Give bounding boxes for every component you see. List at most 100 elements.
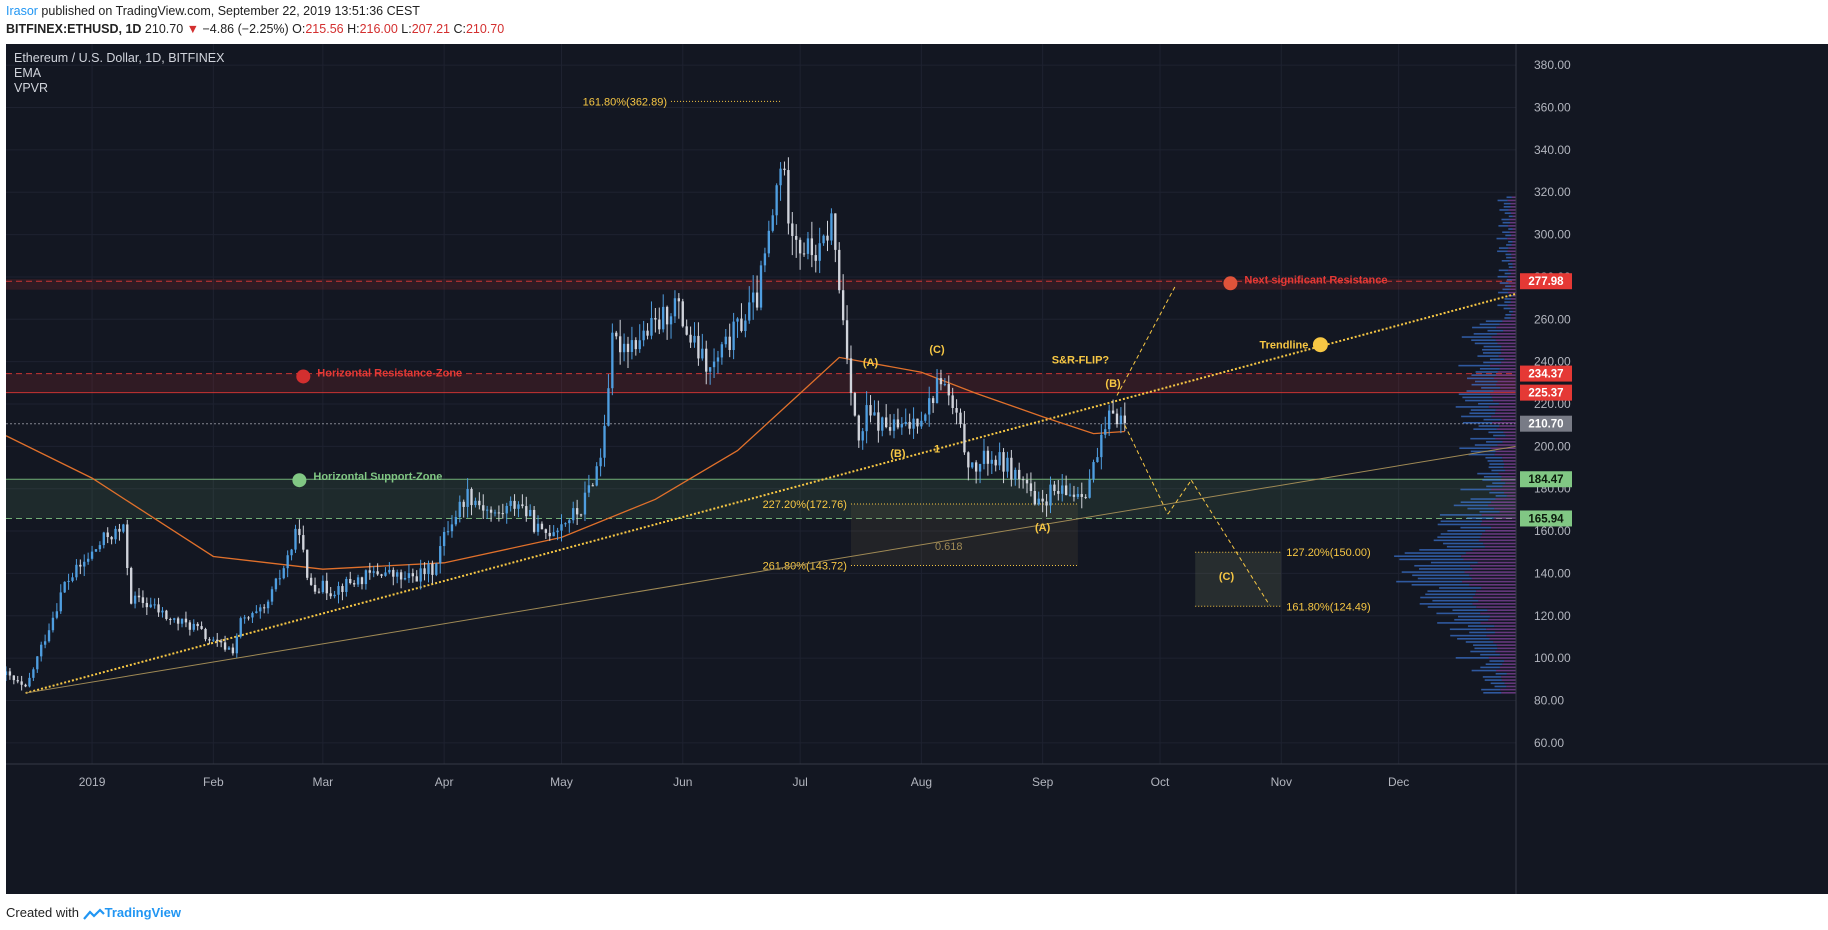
fib-extensions: 161.80%(362.89) 227.20%(172.76) 261.80%(14… bbox=[583, 96, 1371, 613]
candle-up bbox=[255, 611, 258, 614]
vpvr-bar-up bbox=[1484, 679, 1502, 681]
price-change: −4.86 (−2.25%) bbox=[202, 22, 289, 36]
vpvr-bar-up bbox=[1430, 561, 1478, 564]
vpvr-bar-down bbox=[1491, 336, 1516, 338]
vpvr-bar-up bbox=[1439, 587, 1482, 589]
candle-down bbox=[838, 249, 841, 291]
candle-down bbox=[423, 568, 426, 575]
candle-down bbox=[313, 584, 317, 592]
vpvr-bar-down bbox=[1488, 618, 1516, 621]
candle-up bbox=[435, 563, 438, 575]
chart-background bbox=[6, 44, 1828, 894]
candle-up bbox=[446, 531, 450, 533]
candle-up bbox=[971, 462, 974, 468]
candle-up bbox=[403, 577, 407, 580]
candle-up bbox=[662, 306, 665, 330]
candle-down bbox=[618, 336, 622, 353]
candle-up bbox=[767, 230, 770, 254]
candle-up bbox=[603, 425, 606, 458]
vpvr-bar-up bbox=[1508, 228, 1513, 230]
price-chart[interactable]: 161.80%(362.89) 227.20%(172.76) 261.80%(14… bbox=[6, 44, 1828, 894]
candle-up bbox=[427, 563, 430, 575]
vpvr-bar-down bbox=[1498, 472, 1516, 475]
vpvr-bar-down bbox=[1472, 568, 1516, 570]
candle-down bbox=[392, 569, 395, 577]
candle-up bbox=[830, 213, 833, 241]
candle-down bbox=[959, 412, 962, 425]
candle-down bbox=[974, 462, 978, 472]
vpvr-bar-up bbox=[1483, 476, 1502, 478]
vpvr-bar-up bbox=[1396, 580, 1463, 583]
vpvr-bar-down bbox=[1508, 269, 1516, 272]
vpvr-bar-up bbox=[1505, 314, 1512, 316]
vpvr-bar-up bbox=[1462, 422, 1493, 424]
candle-down bbox=[126, 524, 129, 568]
vpvr-bar-down bbox=[1478, 539, 1516, 542]
candle-up bbox=[286, 555, 289, 569]
fib-label: 161.80%(362.89) bbox=[583, 96, 667, 108]
vpvr-bar-up bbox=[1473, 333, 1497, 335]
chart-panel[interactable]: 161.80%(362.89) 227.20%(172.76) 261.80%(14… bbox=[6, 44, 1828, 894]
vpvr-bar-up bbox=[1452, 609, 1488, 612]
candle-down bbox=[963, 424, 966, 453]
vpvr-bar-up bbox=[1466, 517, 1494, 519]
candle-down bbox=[685, 326, 688, 335]
candle-up bbox=[998, 452, 1001, 466]
vpvr-bar-up bbox=[1461, 336, 1492, 338]
price-tick-label: 360.00 bbox=[1534, 101, 1571, 115]
vpvr-bar-down bbox=[1509, 221, 1516, 224]
candle-down bbox=[208, 639, 211, 641]
vpvr-bar-up bbox=[1485, 320, 1503, 322]
candle-up bbox=[583, 492, 587, 515]
vpvr-bar-up bbox=[1492, 482, 1506, 484]
author-link[interactable]: Irasor bbox=[6, 4, 38, 18]
price-axis[interactable]: 60.0080.00100.00120.00140.00160.00180.00… bbox=[1515, 44, 1572, 894]
vpvr-bar-down bbox=[1496, 644, 1516, 646]
candle-up bbox=[114, 528, 117, 540]
vpvr-bar-up bbox=[1499, 282, 1509, 284]
candle-up bbox=[861, 431, 864, 441]
fib-label: 127.20%(150.00) bbox=[1286, 547, 1370, 559]
candle-down bbox=[188, 622, 192, 630]
vpvr-bar-up bbox=[1487, 329, 1504, 332]
candle-up bbox=[259, 607, 262, 612]
vpvr-bar-up bbox=[1505, 285, 1512, 288]
candle-down bbox=[231, 647, 235, 654]
vpvr-bar-up bbox=[1419, 603, 1473, 605]
vpvr-bar-up bbox=[1505, 234, 1512, 237]
candle-down bbox=[1084, 496, 1087, 498]
candle-up bbox=[560, 524, 563, 531]
wave-label: (B) bbox=[1105, 378, 1121, 390]
vpvr-bar-down bbox=[1503, 460, 1516, 462]
candle-down bbox=[513, 500, 516, 509]
vpvr-bar-up bbox=[1471, 669, 1497, 672]
candle-down bbox=[184, 618, 188, 623]
vpvr-bar-up bbox=[1411, 584, 1470, 586]
legend-ema[interactable]: EMA bbox=[14, 66, 42, 80]
candle-down bbox=[157, 604, 160, 613]
candle-down bbox=[106, 532, 109, 538]
tradingview-link[interactable]: TradingView bbox=[104, 905, 181, 920]
candle-up bbox=[1006, 457, 1009, 472]
time-axis[interactable]: 2019 Feb Mar Apr May Jun Jul Aug Sep Oct Nov Dec bbox=[6, 763, 1828, 789]
candle-up bbox=[822, 235, 825, 244]
price-badge bbox=[1520, 384, 1572, 401]
candle-down bbox=[525, 506, 528, 517]
candle-down bbox=[1064, 485, 1068, 496]
vpvr-bar-up bbox=[1498, 269, 1509, 272]
vpvr-bar-up bbox=[1486, 441, 1503, 443]
wave-label: (B) bbox=[890, 448, 906, 460]
candle-up bbox=[1076, 494, 1080, 497]
candle-down bbox=[1115, 413, 1119, 425]
vpvr-bar-up bbox=[1473, 644, 1497, 646]
candle-down bbox=[532, 509, 536, 532]
candle-down bbox=[1025, 479, 1029, 484]
vpvr-bar-up bbox=[1508, 240, 1513, 243]
candle-down bbox=[118, 528, 121, 532]
candle-down bbox=[470, 488, 473, 506]
candle-down bbox=[431, 563, 434, 575]
vpvr-bar-down bbox=[1486, 634, 1516, 637]
candle-up bbox=[720, 344, 724, 358]
candle-down bbox=[1057, 490, 1060, 494]
legend-vpvr[interactable]: VPVR bbox=[14, 81, 48, 95]
